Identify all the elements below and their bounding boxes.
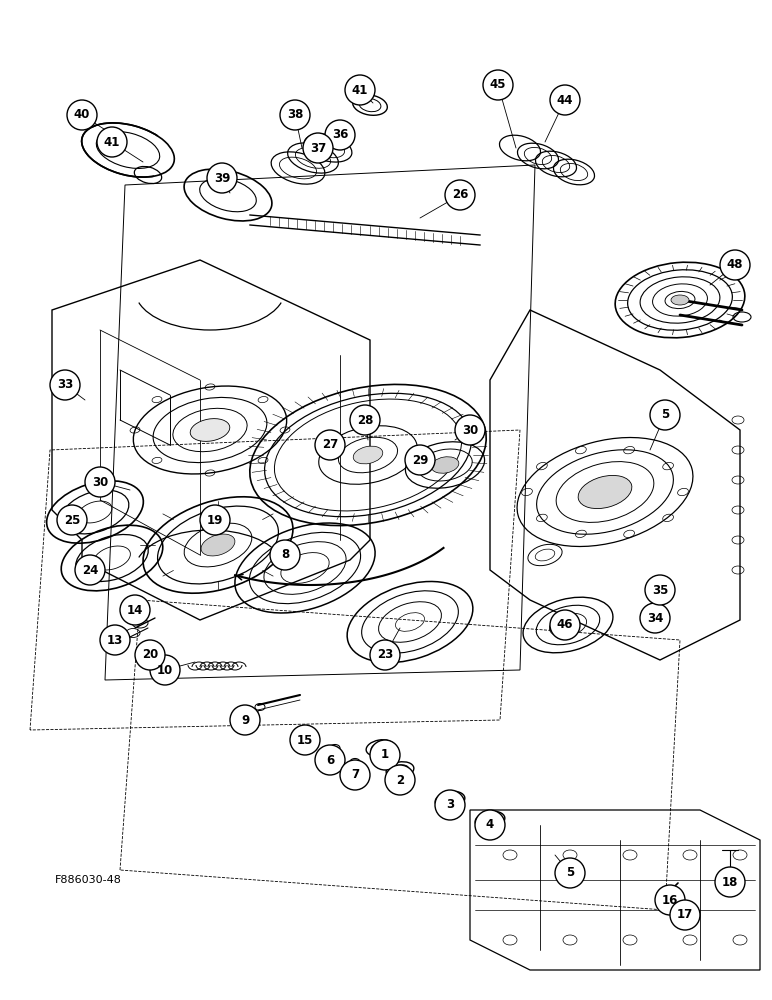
Circle shape [370,640,400,670]
Text: 26: 26 [452,188,468,202]
Text: 30: 30 [92,476,108,488]
Text: 39: 39 [214,172,230,184]
Text: 14: 14 [127,603,143,616]
Text: 36: 36 [332,128,348,141]
Ellipse shape [201,534,235,556]
Circle shape [715,867,745,897]
Text: F886030-48: F886030-48 [55,875,122,885]
Circle shape [207,163,237,193]
Text: 48: 48 [726,258,743,271]
Text: 19: 19 [207,514,223,526]
Circle shape [435,790,465,820]
Circle shape [150,655,180,685]
Circle shape [345,75,375,105]
Circle shape [483,70,513,100]
Text: 13: 13 [107,634,123,647]
Circle shape [67,100,97,130]
Circle shape [315,430,345,460]
Ellipse shape [671,295,689,305]
Text: 46: 46 [557,618,574,632]
Circle shape [270,540,300,570]
Circle shape [315,745,345,775]
Ellipse shape [354,446,383,464]
Circle shape [650,400,680,430]
Circle shape [280,100,310,130]
Text: 35: 35 [652,584,669,596]
Text: 24: 24 [82,564,98,576]
Text: 38: 38 [287,108,303,121]
Text: 45: 45 [489,79,506,92]
Circle shape [720,250,750,280]
Text: 30: 30 [462,424,478,436]
Text: 5: 5 [566,866,574,880]
Circle shape [200,505,230,535]
Circle shape [97,127,127,157]
Text: 23: 23 [377,648,393,662]
Ellipse shape [190,419,230,441]
Ellipse shape [578,475,631,509]
Circle shape [555,858,585,888]
Text: 27: 27 [322,438,338,452]
Text: 8: 8 [281,548,290,562]
Text: 6: 6 [326,754,334,766]
Circle shape [670,900,700,930]
Text: 18: 18 [722,876,738,888]
Circle shape [350,405,380,435]
Text: 41: 41 [103,135,120,148]
Text: 16: 16 [662,894,678,906]
Text: 20: 20 [142,648,158,662]
Text: 34: 34 [647,611,663,624]
Circle shape [100,625,130,655]
Ellipse shape [431,457,459,473]
Text: 2: 2 [396,774,404,786]
Circle shape [550,85,580,115]
Circle shape [645,575,675,605]
Text: 40: 40 [74,108,90,121]
Circle shape [50,370,80,400]
Text: 28: 28 [357,414,373,426]
Circle shape [370,740,400,770]
Circle shape [475,810,505,840]
Text: 29: 29 [411,454,428,466]
Circle shape [550,610,580,640]
Circle shape [405,445,435,475]
Text: 5: 5 [661,408,669,422]
Circle shape [303,133,333,163]
Text: 37: 37 [310,141,326,154]
Text: 3: 3 [446,798,454,812]
Text: 15: 15 [296,734,313,746]
Text: 10: 10 [157,664,173,676]
Text: 41: 41 [352,84,368,97]
Text: 1: 1 [381,748,389,762]
Circle shape [445,180,475,210]
Circle shape [340,760,370,790]
Circle shape [655,885,685,915]
Text: 17: 17 [677,908,693,922]
Circle shape [290,725,320,755]
Circle shape [455,415,485,445]
Text: 44: 44 [557,94,574,106]
Circle shape [230,705,260,735]
Text: 4: 4 [486,818,494,832]
Circle shape [57,505,87,535]
Circle shape [75,555,105,585]
Text: 33: 33 [57,378,73,391]
Text: 25: 25 [64,514,80,526]
Circle shape [135,640,165,670]
Text: 9: 9 [241,714,249,726]
Text: 7: 7 [351,768,359,782]
Circle shape [385,765,415,795]
Circle shape [120,595,150,625]
Circle shape [640,603,670,633]
Circle shape [325,120,355,150]
Circle shape [85,467,115,497]
